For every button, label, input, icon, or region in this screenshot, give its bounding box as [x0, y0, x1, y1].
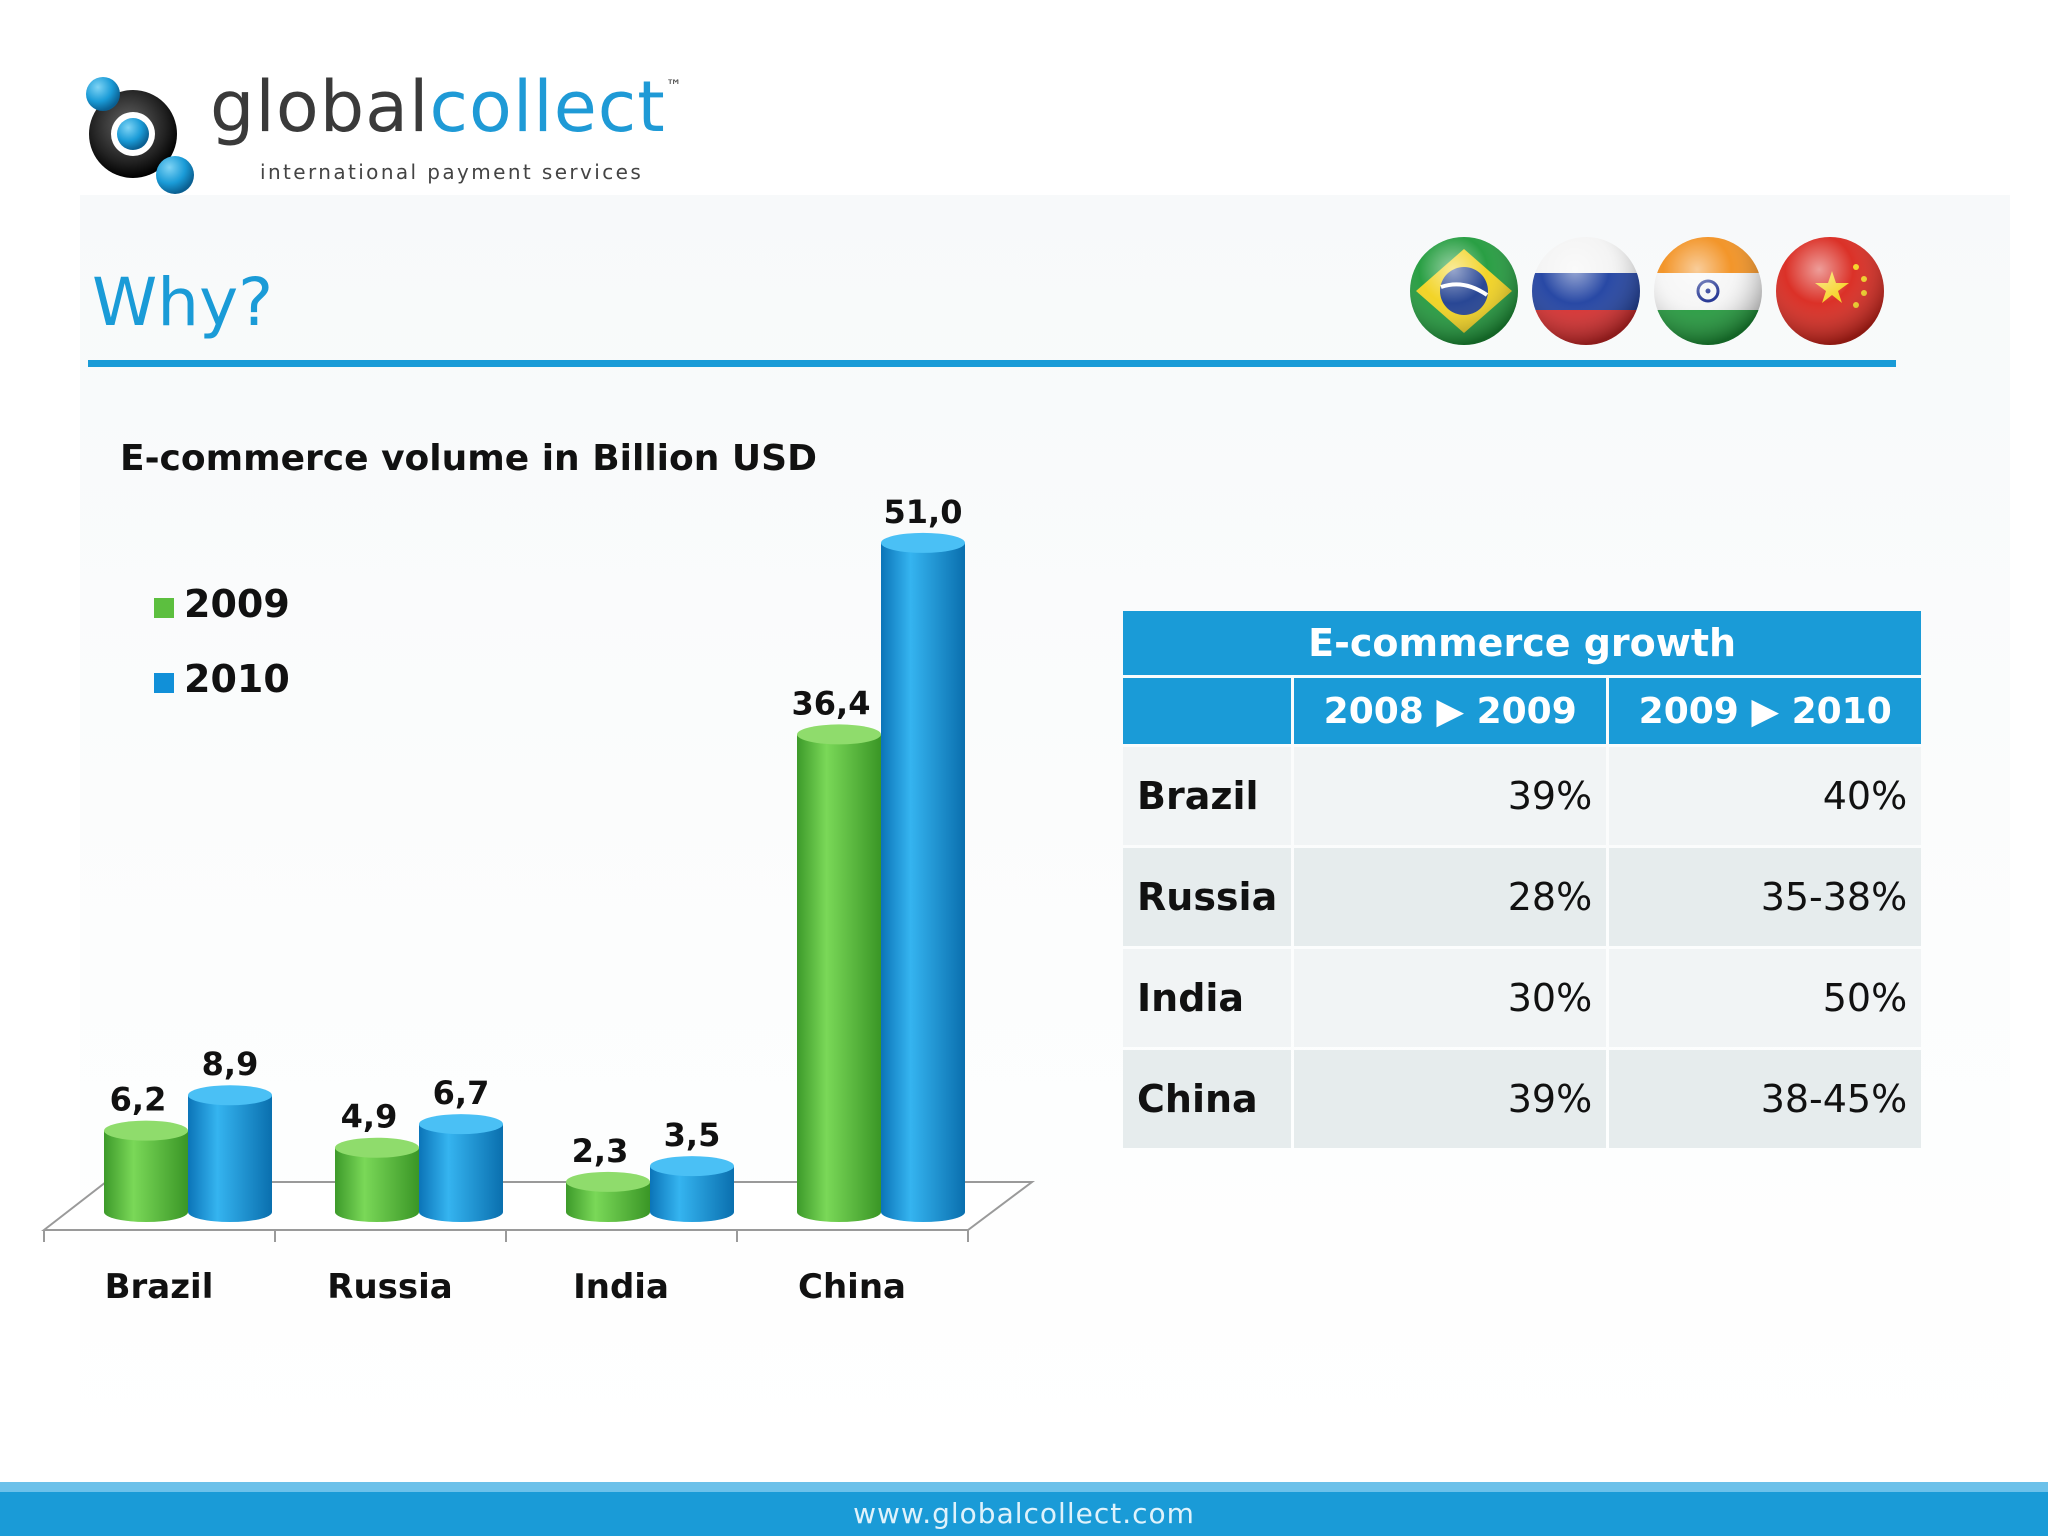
bar-2010-india	[650, 1156, 734, 1222]
table-cell-value: 28%	[1294, 848, 1607, 946]
data-label-2009-russia: 4,9	[341, 1098, 398, 1136]
table-cell-value: 39%	[1294, 747, 1607, 845]
bar-top	[419, 1114, 503, 1135]
legend-label-2010: 2010	[184, 657, 290, 701]
x-tick-label-russia: Russia	[327, 1267, 452, 1307]
bar-2010-russia	[419, 1114, 503, 1222]
bar-body	[881, 542, 965, 1222]
china-flag-icon	[1776, 237, 1884, 345]
table-cell-value: 30%	[1294, 949, 1607, 1047]
brazil-flag-icon	[1410, 237, 1518, 345]
table-cell-country: Russia	[1123, 848, 1292, 946]
bar-body	[419, 1124, 503, 1222]
bar-top	[566, 1171, 650, 1192]
data-label-2010-china: 51,0	[884, 493, 963, 531]
bar-top	[335, 1137, 419, 1158]
bar-2009-brazil	[104, 1120, 188, 1222]
bar-2010-brazil	[188, 1085, 272, 1222]
table-cell-value: 38-45%	[1609, 1050, 1922, 1148]
bar-body	[104, 1130, 188, 1222]
legend-swatch-2010	[154, 673, 174, 693]
chart-title: E-commerce volume in Billion USD	[120, 438, 817, 479]
x-tick-label-brazil: Brazil	[105, 1267, 214, 1307]
chart-labels: 6,2 8,9 4,9 6,7 2,3 3,5 36,4 51,0	[110, 493, 963, 1170]
table-cell-country: China	[1123, 1050, 1292, 1148]
bar-body	[188, 1095, 272, 1222]
globalcollect-logo-icon	[86, 77, 194, 194]
russia-flag-icon	[1532, 237, 1640, 345]
table-header-2008-2009: 2008 ▶ 2009	[1294, 678, 1607, 744]
title-underline	[88, 360, 1896, 367]
table-header-corner	[1123, 678, 1292, 744]
chart-bars	[104, 532, 965, 1222]
brand-name-part2: collect	[429, 66, 666, 148]
bar-top	[881, 532, 965, 553]
india-flag-icon	[1654, 237, 1762, 345]
x-tick-label-china: China	[798, 1267, 906, 1307]
bar-body	[335, 1147, 419, 1222]
bar-top	[188, 1085, 272, 1106]
table-cell-country: Brazil	[1123, 747, 1292, 845]
bar-body	[797, 734, 881, 1222]
table-caption: E-commerce growth	[1123, 611, 1922, 675]
table-cell-value: 39%	[1294, 1050, 1607, 1148]
table-header-2009-2010: 2009 ▶ 2010	[1609, 678, 1922, 744]
table-cell-value: 35-38%	[1609, 848, 1922, 946]
bar-2010-china	[881, 532, 965, 1222]
bar-body	[650, 1166, 734, 1222]
slide-title: Why?	[92, 264, 274, 341]
bar-2009-russia	[335, 1137, 419, 1222]
table-row: Brazil 39% 40%	[1123, 747, 1922, 845]
footer-stripe	[0, 1482, 2048, 1492]
table-cell-value: 50%	[1609, 949, 1922, 1047]
data-label-2010-russia: 6,7	[433, 1074, 490, 1112]
footer-url: www.globalcollect.com	[0, 1492, 2048, 1536]
bar-2009-india	[566, 1171, 650, 1222]
trademark: ™	[665, 76, 683, 95]
bar-body	[566, 1181, 650, 1222]
brand-name-part1: global	[210, 66, 430, 148]
bar-2009-china	[797, 724, 881, 1222]
data-label-2009-brazil: 6,2	[110, 1081, 167, 1119]
data-label-2009-china: 36,4	[792, 684, 871, 722]
bar-top	[797, 724, 881, 745]
legend-swatch-2009	[154, 598, 174, 618]
table-cell-country: India	[1123, 949, 1292, 1047]
brand-name: globalcollect™	[210, 72, 683, 142]
chart-floor	[41, 1181, 1035, 1242]
brand-tagline: international payment services	[260, 160, 644, 184]
data-label-2010-india: 3,5	[664, 1116, 721, 1154]
table-cell-value: 40%	[1609, 747, 1922, 845]
table-row: India 30% 50%	[1123, 949, 1922, 1047]
table-row: Russia 28% 35-38%	[1123, 848, 1922, 946]
legend-label-2009: 2009	[184, 582, 290, 626]
data-label-2010-brazil: 8,9	[202, 1045, 259, 1083]
globalcollect-logo: globalcollect™ international payment ser…	[75, 72, 682, 202]
data-label-2009-india: 2,3	[572, 1132, 629, 1170]
table-row: China 39% 38-45%	[1123, 1050, 1922, 1148]
growth-table: E-commerce growth 2008 ▶ 2009 2009 ▶ 201…	[1120, 608, 1924, 1151]
bar-top	[104, 1120, 188, 1141]
x-tick-label-india: India	[573, 1267, 669, 1307]
bar-top	[650, 1156, 734, 1177]
